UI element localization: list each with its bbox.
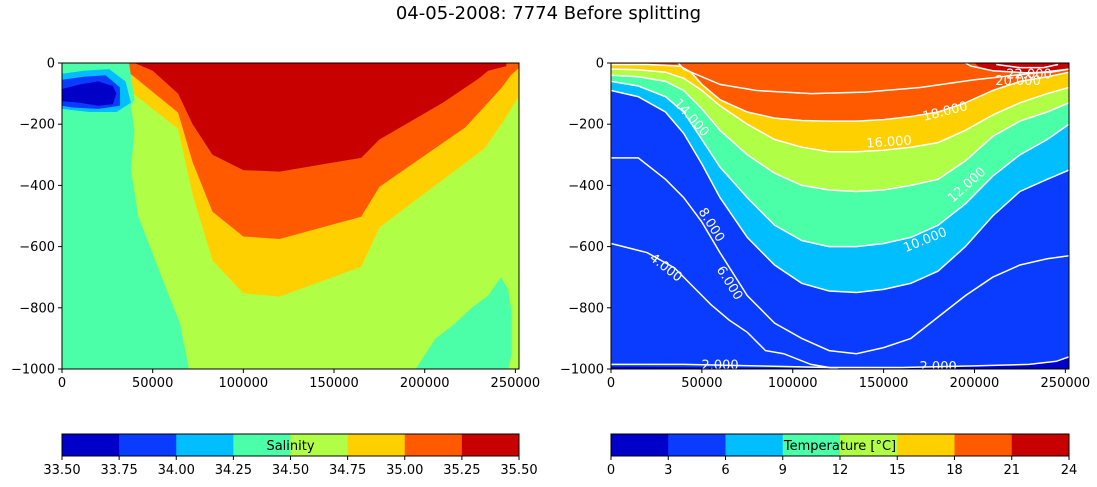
colorbar-tick-label: 15: [889, 463, 906, 478]
contour-line: [996, 63, 1059, 69]
y-tick-label: −200: [568, 118, 604, 133]
x-tick-label: 100000: [219, 376, 269, 391]
y-tick-label: −200: [19, 118, 55, 133]
contour-line: [611, 157, 1069, 355]
x-tick-label: 150000: [859, 376, 909, 391]
page-title: 04-05-2008: 7774 Before splitting: [395, 3, 702, 24]
colorbar-swatch: [954, 434, 1013, 456]
contour-label: 22.000: [1006, 68, 1052, 83]
colorbar-swatch: [347, 434, 406, 456]
colorbar-swatch: [62, 434, 120, 456]
colorbar-swatch: [611, 434, 669, 456]
salinity-panel: 0 50000 100000 150000 200000 250000 0 −200 −400 −…: [11, 57, 540, 392]
y-tick-label: −400: [19, 179, 55, 194]
y-tick-label: −600: [19, 240, 55, 255]
x-tick-label: 100000: [768, 376, 818, 391]
contour-line: [611, 242, 839, 369]
temperature-colorbar: 0 3 6 9 12 15 18 21 24 Temperature [°C]: [607, 433, 1078, 478]
contour-line: [611, 89, 1069, 294]
y-tick-label: −800: [568, 301, 604, 316]
colorbar-tick-label: 3: [664, 463, 672, 478]
colorbar-swatch: [461, 434, 520, 456]
colorbar-tick-label: 24: [1061, 463, 1078, 478]
x-tick-label: 50000: [681, 376, 722, 391]
contour-line: [965, 63, 1069, 74]
x-tick-label: 200000: [950, 376, 1000, 391]
contour-label: 2.000: [701, 358, 738, 373]
contour-line: [611, 68, 1069, 153]
colorbar-swatch: [290, 434, 349, 456]
x-tick-label: 250000: [491, 376, 541, 391]
x-tick-label: 0: [58, 376, 66, 391]
colorbar-tick-label: 34.50: [272, 463, 309, 478]
colorbar-swatch: [1011, 434, 1070, 456]
x-tick-label: 0: [607, 376, 615, 391]
x-tick-label: 200000: [400, 376, 450, 391]
colorbar-swatch: [897, 434, 955, 456]
colorbar-tick-label: 21: [1003, 463, 1020, 478]
colorbar-tick-label: 6: [721, 463, 729, 478]
contour-label: 20.000: [995, 74, 1041, 89]
colorbar-tick-label: 34.75: [329, 463, 366, 478]
contour-label: 2.000: [920, 360, 957, 375]
colorbar-tick-label: 35.50: [500, 463, 537, 478]
colorbar-swatch: [233, 434, 291, 456]
colorbar-tick-label: 33.50: [43, 463, 80, 478]
colorbar-swatch: [119, 434, 177, 456]
colorbar-label: Salinity: [266, 439, 314, 454]
plot-area: [62, 63, 519, 369]
colorbar-swatch: [404, 434, 463, 456]
y-tick-label: −800: [19, 301, 55, 316]
y-tick-label: −400: [568, 179, 604, 194]
colorbar-swatch: [840, 434, 898, 456]
colorbar-tick-label: 0: [607, 463, 615, 478]
colorbar-swatch: [176, 434, 234, 456]
salinity-region: [62, 63, 189, 369]
salinity-region: [62, 81, 117, 106]
salinity-region: [134, 63, 507, 172]
contour-line: [611, 356, 1069, 369]
colorbar-tick-label: 35.00: [386, 463, 423, 478]
colorbar-tick-label: 18: [946, 463, 963, 478]
colorbar-swatch: [725, 434, 784, 456]
contour-label: 16.000: [866, 133, 912, 151]
colorbar-tick-label: 34.00: [158, 463, 195, 478]
y-tick-label: 0: [596, 57, 604, 72]
colorbar-tick-label: 35.25: [443, 463, 480, 478]
colorbar-label: Temperature [°C]: [783, 439, 896, 454]
salinity-colorbar: 33.50 33.75 34.00 34.25 34.50 34.75 35.00 35.25…: [43, 433, 538, 478]
x-tick-label: 250000: [1041, 376, 1091, 391]
colorbar-tick-label: 34.25: [215, 463, 252, 478]
x-tick-label: 50000: [132, 376, 173, 391]
y-tick-label: −1000: [11, 363, 55, 378]
colorbar-swatch: [782, 434, 841, 456]
salinity-region: [415, 277, 512, 369]
contour-line: [611, 80, 1069, 248]
contour-line: [611, 74, 1069, 193]
axes-frame: [61, 62, 520, 370]
colorbar-tick-label: 9: [779, 463, 787, 478]
colorbar-tick-label: 33.75: [101, 463, 138, 478]
colorbar-swatch: [668, 434, 726, 456]
y-tick-label: −600: [568, 240, 604, 255]
y-tick-label: 0: [47, 57, 55, 72]
colorbar-tick-label: 12: [832, 463, 849, 478]
x-tick-label: 150000: [309, 376, 359, 391]
axes-frame: [610, 62, 1070, 370]
y-tick-label: −1000: [560, 363, 604, 378]
contour-line: [677, 63, 1069, 95]
